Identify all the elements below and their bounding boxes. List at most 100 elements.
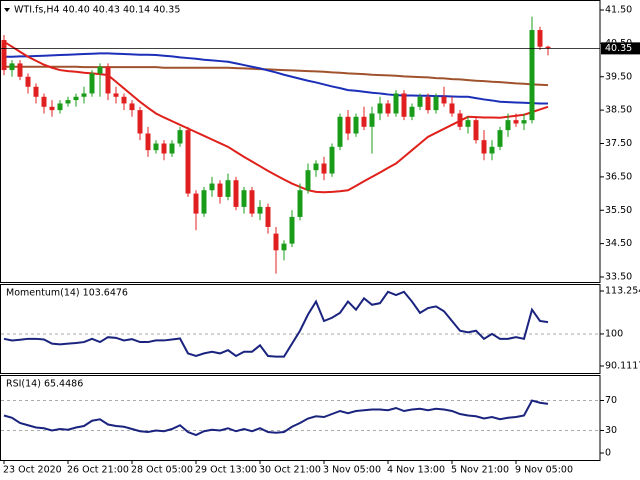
candle-body [497,130,503,147]
candle-body [201,190,207,214]
candle-body [369,113,375,127]
candle-body [225,180,231,197]
candle-body [433,96,439,111]
moving-average [4,52,548,105]
candle-body [1,40,7,71]
y-tick-label: 0 [605,448,611,459]
candle-body [489,146,495,154]
moving-average [3,40,549,194]
candle-body [257,206,263,214]
candle-body [217,183,223,197]
candle-body [49,106,55,111]
candle-body [177,130,183,144]
candle-body [121,96,127,104]
candle-body [81,93,87,97]
x-tick-label: 23 Oct 2020 [3,465,62,476]
candle-body [129,103,135,111]
candle-body [449,103,455,114]
collapse-triangle [4,8,10,12]
candle-body [297,190,303,217]
candle-body [529,30,535,121]
indicator-line [3,290,549,358]
candle-body [465,120,471,127]
candle-body [89,73,95,94]
candle-body [425,96,431,111]
pane-frame [0,0,601,283]
y-tick-label: 90.1117 [605,361,640,372]
x-tick-label: 9 Nov 05:00 [515,465,573,476]
x-tick-label: 5 Nov 21:00 [451,465,509,476]
candle-body [281,243,287,251]
y-tick-label: 113.2541 [605,286,640,297]
candle-body [305,170,311,191]
candle-body [393,93,399,114]
moving-average [4,65,549,87]
y-tick-label: 35.50 [605,205,632,216]
indicator-line [3,399,549,437]
candle-body [521,120,527,124]
candle-body [273,233,279,251]
candle-body [73,96,79,101]
x-tick-label: 4 Nov 13:00 [387,465,445,476]
candle-body [137,110,143,134]
y-tick-label: 70 [605,395,617,406]
candle-body [337,116,343,147]
x-tick-label: 30 Oct 21:00 [259,465,321,476]
candle-body [537,30,543,47]
candle-body [353,116,359,134]
candle-body [9,63,15,71]
candle-body [193,193,199,214]
y-tick-label: 38.50 [605,105,632,116]
y-tick-label: 100 [605,328,623,339]
candle-body [417,96,423,107]
pane-title: RSI(14) 65.4486 [6,379,83,390]
candle-body [385,103,391,114]
candle-body [145,133,151,151]
candle-body [313,163,319,171]
candle-body [409,106,415,117]
pane-title: WTI.fs,H4 40.40 40.43 40.14 40.35 [14,5,180,16]
candle-body [57,103,63,111]
candle-body [17,63,23,77]
candle-body [97,66,103,74]
candle-body [249,190,255,214]
candle-body [345,116,351,134]
candle-body [377,103,383,114]
candle-body [545,46,551,49]
candle-body [33,86,39,97]
pane-frame [0,284,601,374]
current-price-box [601,42,640,55]
candle-body [209,183,215,191]
y-tick-label: 41.50 [605,5,632,16]
pane-title: Momentum(14) 103.6476 [6,288,128,299]
x-tick-label: 26 Oct 21:00 [67,465,129,476]
candle-body [441,96,447,104]
candle-body [513,120,519,124]
y-tick-label: 34.50 [605,238,632,249]
candle-body [265,206,271,227]
candle-body [401,93,407,117]
candle-body [65,100,71,104]
candle-body [481,140,487,154]
y-tick-label: 37.50 [605,138,632,149]
x-tick-label: 28 Oct 05:00 [131,465,193,476]
candle-body [153,143,159,151]
y-tick-label: 39.50 [605,71,632,82]
x-tick-label: 29 Oct 13:00 [195,465,257,476]
candle-body [105,66,111,94]
candle-body [233,180,239,207]
candle-body [505,120,511,131]
y-tick-label: 36.50 [605,171,632,182]
y-tick-label: 30 [605,425,617,436]
candle-body [25,76,31,87]
candle-body [185,130,191,194]
candle-body [41,96,47,107]
candle-body [169,143,175,154]
candle-body [241,190,247,207]
candle-body [329,146,335,174]
x-tick-label: 3 Nov 05:00 [323,465,381,476]
candle-body [289,216,295,244]
candle-body [113,93,119,97]
current-price-label: 40.35 [605,43,632,54]
